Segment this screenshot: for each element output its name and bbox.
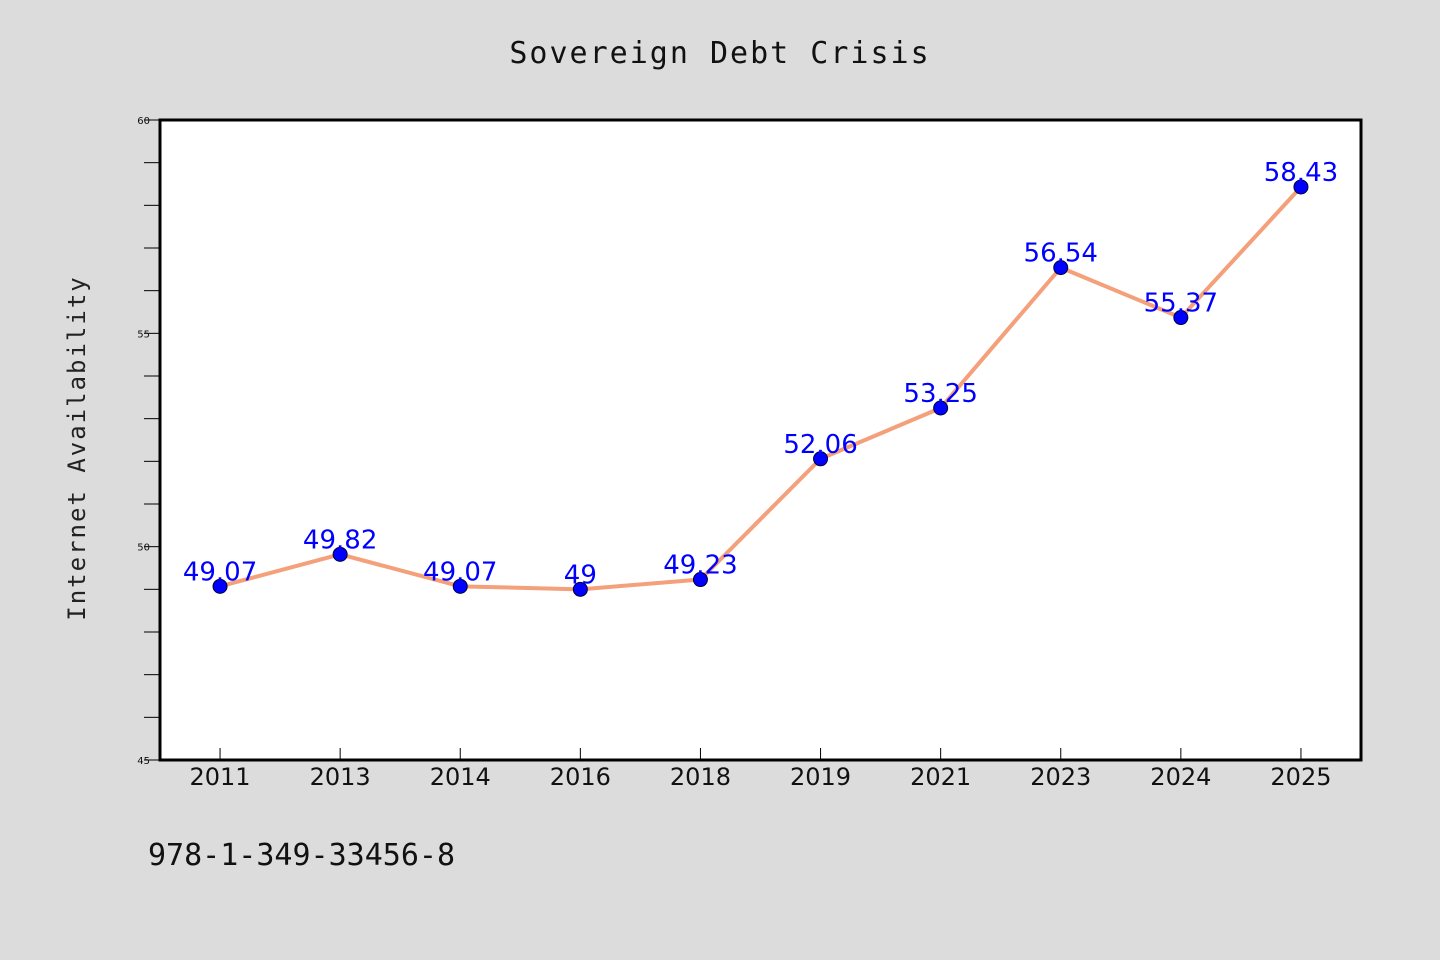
data-label: 49.07 xyxy=(423,557,497,587)
data-point xyxy=(933,400,949,416)
data-label: 55.37 xyxy=(1144,289,1218,319)
plot-frame xyxy=(158,118,1363,762)
data-point xyxy=(212,578,228,594)
x-tick-label: 2013 xyxy=(310,763,371,791)
data-point xyxy=(1173,310,1189,326)
data-point xyxy=(452,578,468,594)
series-line xyxy=(218,184,1303,592)
data-point xyxy=(332,546,348,562)
data-label: 49 xyxy=(564,560,597,590)
y-axis-label: Internet Availability xyxy=(63,275,91,620)
x-tick-label: 2016 xyxy=(550,763,611,791)
x-tick-label: 2023 xyxy=(1030,763,1091,791)
y-axis-ticks: 45 50 55 60 xyxy=(137,116,160,767)
data-label: 49.07 xyxy=(183,557,257,587)
x-tick-label: 2021 xyxy=(910,763,971,791)
data-markers xyxy=(212,179,1309,597)
data-labels: 49.07 49.82 49.07 49 49.23 52.06 53.25 56.54 55.… xyxy=(183,158,1338,590)
data-point xyxy=(1053,260,1069,276)
y-tick-label: 45 xyxy=(137,756,150,767)
data-point xyxy=(692,572,708,588)
data-label: 56.54 xyxy=(1024,239,1098,269)
data-label: 52.06 xyxy=(783,430,857,460)
y-tick-label: 60 xyxy=(137,116,150,127)
x-tick-label: 2019 xyxy=(790,763,851,791)
y-tick-label: 50 xyxy=(137,543,150,554)
data-label: 49.82 xyxy=(303,525,377,555)
chart-title: Sovereign Debt Crisis xyxy=(509,36,930,71)
x-tick-label: 2025 xyxy=(1270,763,1331,791)
x-axis-ticks: 2011 2013 2014 2016 2018 2019 2021 2023 2024 2025 xyxy=(190,748,1331,791)
data-label: 53.25 xyxy=(903,379,977,409)
x-tick-label: 2014 xyxy=(430,763,491,791)
y-tick-label: 55 xyxy=(137,329,150,340)
data-point xyxy=(572,581,588,597)
plot-area xyxy=(160,120,1361,760)
data-point xyxy=(813,451,829,467)
data-label: 58.43 xyxy=(1264,158,1338,188)
data-point xyxy=(1293,179,1309,195)
x-tick-label: 2011 xyxy=(190,763,251,791)
data-label: 49.23 xyxy=(663,551,737,581)
x-tick-label: 2018 xyxy=(670,763,731,791)
x-tick-label: 2024 xyxy=(1150,763,1211,791)
isbn-footer: 978-1-349-33456-8 xyxy=(148,838,455,873)
